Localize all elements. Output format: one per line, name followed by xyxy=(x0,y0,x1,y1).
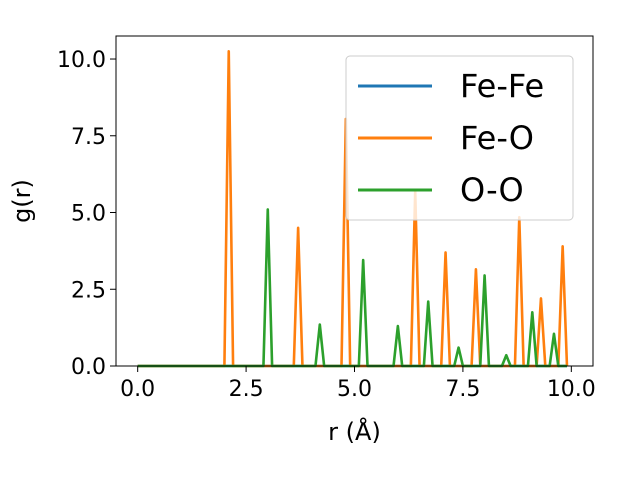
legend: Fe-Fe Fe-O O-O xyxy=(345,55,574,221)
legend-label-fe-o: Fe-O xyxy=(460,119,534,157)
x-axis-ticks: 0.0 2.5 5.0 7.5 10.0 xyxy=(120,366,596,402)
y-tick-label: 10.0 xyxy=(57,48,106,73)
y-axis-label: g(r) xyxy=(8,179,36,223)
x-tick-label: 5.0 xyxy=(337,377,372,402)
series-line-o-o xyxy=(137,208,567,368)
y-tick-label: 0.0 xyxy=(71,355,106,380)
x-tick-label: 7.5 xyxy=(445,377,480,402)
y-tick-label: 2.5 xyxy=(71,278,106,303)
legend-label-o-o: O-O xyxy=(460,171,524,209)
y-tick-label: 5.0 xyxy=(71,202,106,227)
legend-label-fe-fe: Fe-Fe xyxy=(460,67,544,105)
y-axis-ticks: 0.0 2.5 5.0 7.5 10.0 xyxy=(57,48,116,380)
x-tick-label: 2.5 xyxy=(229,377,264,402)
legend-box xyxy=(345,55,574,221)
x-tick-label: 0.0 xyxy=(120,377,155,402)
y-tick-label: 7.5 xyxy=(71,125,106,150)
x-axis-label: r (Å) xyxy=(328,417,381,446)
x-tick-label: 10.0 xyxy=(547,377,596,402)
